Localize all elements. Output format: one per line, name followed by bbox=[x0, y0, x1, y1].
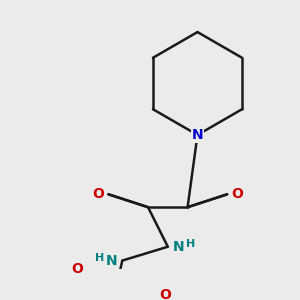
Text: O: O bbox=[72, 262, 84, 276]
Text: H: H bbox=[186, 239, 195, 249]
Text: O: O bbox=[93, 187, 104, 201]
Text: H: H bbox=[95, 253, 104, 262]
Text: O: O bbox=[231, 187, 243, 201]
Text: N: N bbox=[192, 128, 203, 142]
Text: N: N bbox=[173, 240, 184, 254]
Text: O: O bbox=[159, 288, 171, 300]
Text: N: N bbox=[106, 254, 117, 268]
